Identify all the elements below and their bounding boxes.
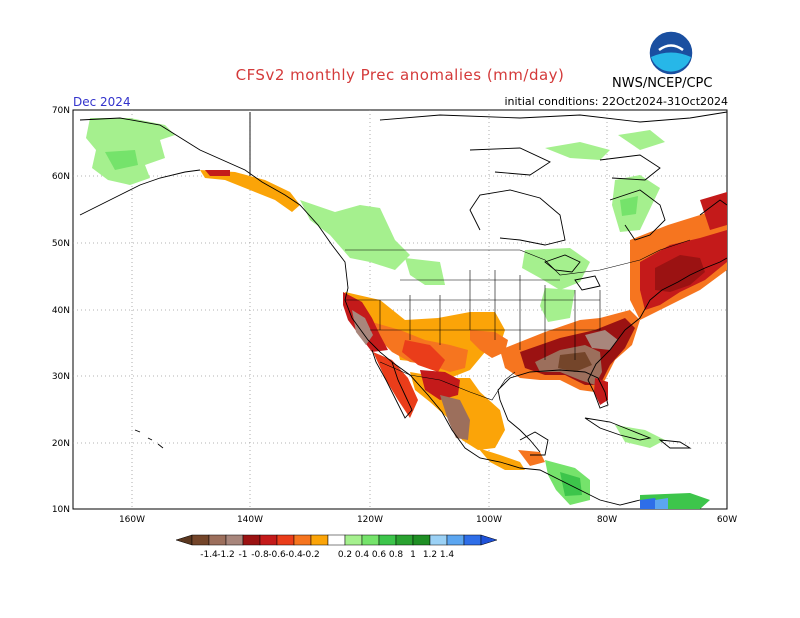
colorbar-swatch — [429, 534, 448, 546]
central-america-darkgreen-region — [560, 472, 582, 496]
mexico-red-region — [420, 370, 460, 400]
mexico-brown-region — [440, 395, 470, 440]
lon-label-80w: 80W — [597, 515, 617, 525]
colorbar-tick-label: 0.4 — [355, 550, 370, 560]
colorbar: -1.4 -1.2 -1 -0.8 -0.6 -0.4 -0.2 0.2 0.4 0.6 0.8 1 1… — [175, 534, 498, 560]
texas-orange-region — [470, 330, 508, 358]
initial-conditions-label: initial conditions: 22Oct2024-31Oct2024 — [504, 95, 728, 108]
map-frame — [72, 109, 728, 510]
lat-label-30: 30N — [52, 372, 70, 382]
yucatan-orange-region — [518, 450, 545, 466]
maritimes-red-region — [700, 192, 727, 230]
lat-label-10: 10N — [52, 505, 70, 515]
axis-labels: 70N 60N 50N 40N 30N 20N 10N 160W 140W 12… — [52, 106, 737, 525]
colorbar-swatch — [225, 534, 244, 546]
southwest-red-region — [402, 340, 445, 372]
florida-red-region — [594, 378, 608, 405]
lon-label-60w: 60W — [717, 515, 737, 525]
colorbar-tick-label: 1.2 — [423, 550, 437, 560]
lat-label-50: 50N — [52, 239, 70, 249]
lat-label-70: 70N — [52, 106, 70, 116]
prairies-green-patch — [405, 258, 445, 285]
alaska-mid-green-patch — [105, 150, 138, 170]
colorbar-under-triangle — [175, 534, 193, 546]
valid-month-label: Dec 2024 — [73, 95, 131, 109]
colorbar-swatch — [412, 534, 431, 546]
colorbar-tick-label: 0.6 — [372, 550, 387, 560]
colorbar-tick-label: -1 — [239, 550, 248, 560]
colorbar-swatch — [293, 534, 312, 546]
southeast-brown-core — [558, 352, 592, 372]
colorbar-tick-label: 1 — [410, 550, 416, 560]
lat-label-20: 20N — [52, 439, 70, 449]
northeast-darkred-region — [655, 255, 705, 292]
mexico-south-orange-region — [478, 448, 525, 470]
colorbar-tick-label: -0.2 — [302, 550, 320, 560]
colorbar-swatch — [361, 534, 380, 546]
colorbar-swatch — [259, 534, 278, 546]
baja-red-region — [373, 352, 418, 418]
colorbar-tick-label: 0.2 — [338, 550, 352, 560]
lon-label-160w: 160W — [119, 515, 145, 525]
noaa-logo — [648, 30, 694, 76]
map-title: CFSv2 monthly Prec anomalies (mm/day) — [235, 66, 565, 84]
midwest-green-patch — [540, 288, 575, 322]
colorbar-over-triangle — [480, 534, 498, 546]
graticule — [73, 110, 727, 509]
quebec-green-patch — [545, 142, 610, 160]
lon-label-100w: 100W — [476, 515, 502, 525]
canada-west-green-patch — [300, 200, 410, 270]
colorbar-tick-label: -1.2 — [217, 550, 235, 560]
colorbar-tick-label: 0.8 — [389, 550, 404, 560]
colorbar-swatch — [276, 534, 295, 546]
california-brown-region — [352, 310, 373, 345]
colorbar-tick-label: 1.4 — [440, 550, 455, 560]
labrador-mid-green-patch — [620, 196, 638, 216]
lat-label-40: 40N — [52, 306, 70, 316]
colorbar-tick-label: -0.4 — [285, 550, 303, 560]
colorbar-swatch — [344, 534, 363, 546]
southeast-taupe-region — [585, 330, 618, 350]
political-borders — [345, 239, 691, 401]
lon-label-120w: 120W — [357, 515, 383, 525]
colorbar-swatch — [191, 534, 210, 546]
colorbar-swatch — [395, 534, 414, 546]
colorbar-swatch — [446, 534, 465, 546]
caribbean-green-region — [615, 425, 665, 448]
agency-label: NWS/NCEP/CPC — [612, 76, 713, 91]
colorbar-swatch — [463, 534, 482, 546]
colorbar-tick-label: -0.6 — [268, 550, 286, 560]
colorbar-tick-label: -1.4 — [200, 550, 218, 560]
colombia-lightblue-region — [655, 498, 668, 509]
lat-label-60: 60N — [52, 172, 70, 182]
coastlines — [79, 111, 728, 506]
lon-label-140w: 140W — [237, 515, 263, 525]
colorbar-swatch — [378, 534, 397, 546]
colorbar-swatch — [242, 534, 261, 546]
greenland-green-patch — [618, 130, 665, 150]
colorbar-swatch — [327, 534, 346, 546]
colorbar-tick-label: -0.8 — [251, 550, 269, 560]
colorbar-swatch — [208, 534, 227, 546]
alaska-south-red-strip — [205, 170, 230, 176]
colorbar-swatch — [310, 534, 329, 546]
